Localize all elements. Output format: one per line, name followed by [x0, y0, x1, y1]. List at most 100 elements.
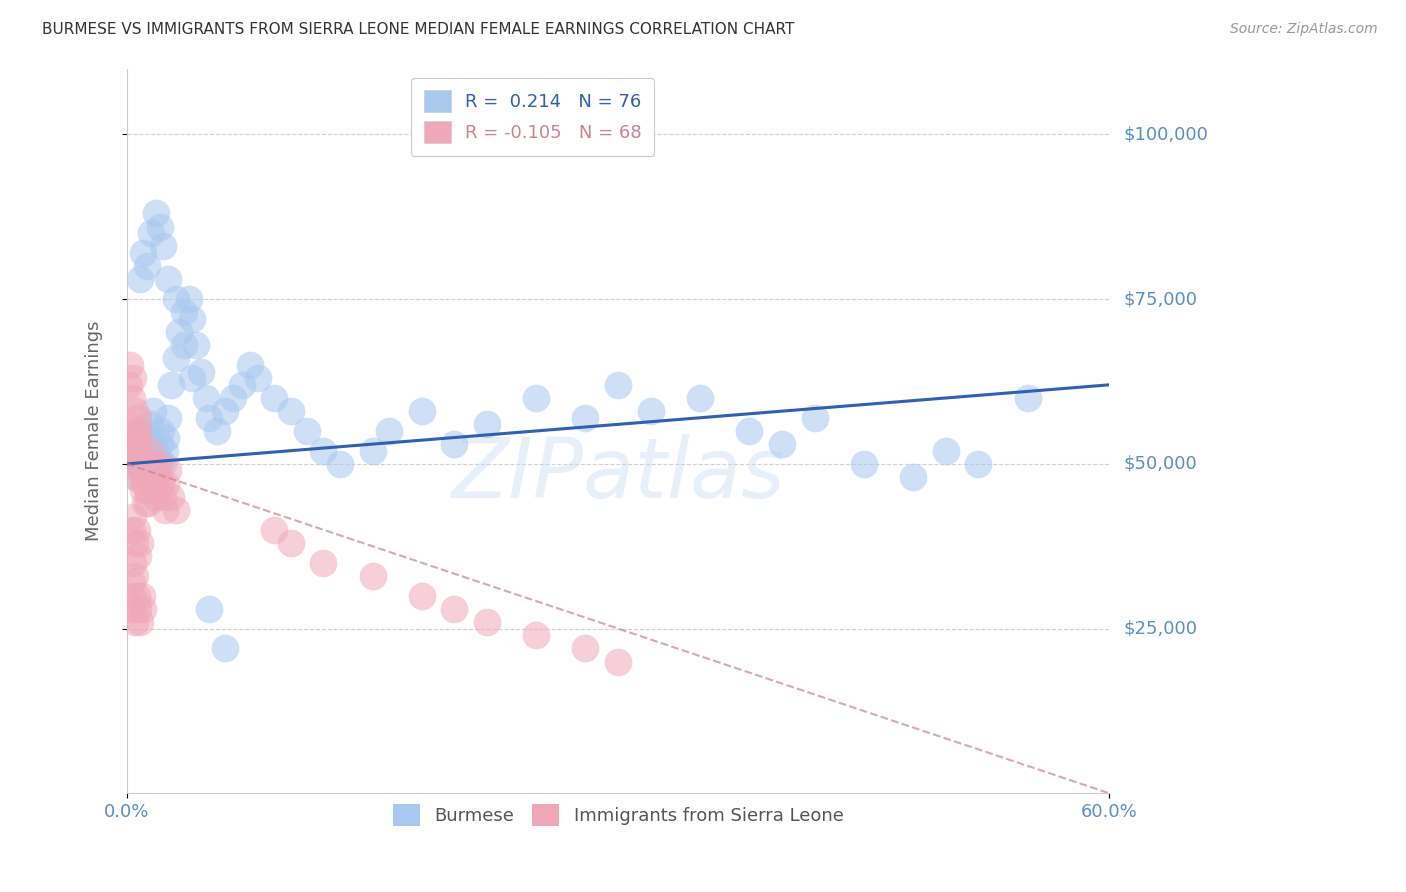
- Point: [246, 371, 269, 385]
- Point: [152, 239, 174, 253]
- Point: [689, 391, 711, 405]
- Point: [125, 443, 148, 458]
- Point: [197, 602, 219, 616]
- Point: [127, 410, 149, 425]
- Point: [124, 404, 146, 418]
- Point: [173, 305, 195, 319]
- Point: [607, 655, 630, 669]
- Point: [361, 569, 384, 583]
- Point: [124, 470, 146, 484]
- Point: [139, 417, 162, 432]
- Point: [640, 404, 662, 418]
- Point: [136, 496, 159, 510]
- Point: [135, 470, 157, 484]
- Point: [135, 470, 157, 484]
- Point: [443, 602, 465, 616]
- Point: [132, 463, 155, 477]
- Point: [122, 371, 145, 385]
- Point: [770, 437, 793, 451]
- Point: [1017, 391, 1039, 405]
- Y-axis label: Median Female Earnings: Median Female Earnings: [86, 321, 103, 541]
- Point: [136, 437, 159, 451]
- Point: [312, 443, 335, 458]
- Text: $50,000: $50,000: [1123, 455, 1197, 473]
- Point: [574, 410, 596, 425]
- Point: [803, 410, 825, 425]
- Point: [125, 523, 148, 537]
- Point: [142, 476, 165, 491]
- Point: [129, 272, 152, 286]
- Point: [127, 424, 149, 438]
- Point: [152, 457, 174, 471]
- Point: [121, 589, 143, 603]
- Point: [125, 450, 148, 465]
- Point: [132, 483, 155, 498]
- Point: [122, 457, 145, 471]
- Point: [131, 589, 153, 603]
- Point: [121, 430, 143, 444]
- Point: [738, 424, 761, 438]
- Point: [173, 338, 195, 352]
- Point: [132, 246, 155, 260]
- Point: [143, 443, 166, 458]
- Point: [574, 641, 596, 656]
- Point: [141, 226, 163, 240]
- Point: [181, 371, 204, 385]
- Point: [160, 377, 183, 392]
- Point: [122, 556, 145, 570]
- Point: [145, 463, 167, 477]
- Point: [121, 575, 143, 590]
- Legend: Burmese, Immigrants from Sierra Leone: Burmese, Immigrants from Sierra Leone: [384, 795, 852, 835]
- Point: [967, 457, 990, 471]
- Point: [197, 410, 219, 425]
- Point: [125, 589, 148, 603]
- Point: [131, 450, 153, 465]
- Point: [124, 569, 146, 583]
- Text: BURMESE VS IMMIGRANTS FROM SIERRA LEONE MEDIAN FEMALE EARNINGS CORRELATION CHART: BURMESE VS IMMIGRANTS FROM SIERRA LEONE …: [42, 22, 794, 37]
- Point: [149, 437, 172, 451]
- Point: [184, 338, 207, 352]
- Point: [121, 457, 143, 471]
- Text: $100,000: $100,000: [1123, 126, 1208, 144]
- Point: [129, 536, 152, 550]
- Point: [129, 437, 152, 451]
- Point: [150, 424, 173, 438]
- Point: [135, 483, 157, 498]
- Point: [205, 424, 228, 438]
- Point: [901, 470, 924, 484]
- Point: [129, 463, 152, 477]
- Point: [155, 476, 177, 491]
- Point: [194, 391, 217, 405]
- Point: [852, 457, 875, 471]
- Point: [155, 430, 177, 444]
- Point: [135, 259, 157, 273]
- Point: [165, 351, 187, 366]
- Point: [295, 424, 318, 438]
- Point: [149, 457, 172, 471]
- Point: [443, 437, 465, 451]
- Point: [361, 443, 384, 458]
- Point: [145, 483, 167, 498]
- Point: [263, 523, 285, 537]
- Point: [125, 424, 148, 438]
- Text: ZIPatlas: ZIPatlas: [451, 434, 785, 515]
- Point: [156, 410, 179, 425]
- Point: [165, 292, 187, 306]
- Point: [141, 430, 163, 444]
- Point: [139, 470, 162, 484]
- Point: [524, 628, 547, 642]
- Point: [120, 417, 142, 432]
- Point: [190, 365, 212, 379]
- Point: [146, 470, 169, 484]
- Point: [127, 549, 149, 563]
- Point: [120, 443, 142, 458]
- Point: [139, 443, 162, 458]
- Point: [127, 437, 149, 451]
- Point: [280, 404, 302, 418]
- Point: [122, 509, 145, 524]
- Point: [160, 490, 183, 504]
- Point: [124, 470, 146, 484]
- Point: [124, 536, 146, 550]
- Point: [122, 602, 145, 616]
- Point: [312, 556, 335, 570]
